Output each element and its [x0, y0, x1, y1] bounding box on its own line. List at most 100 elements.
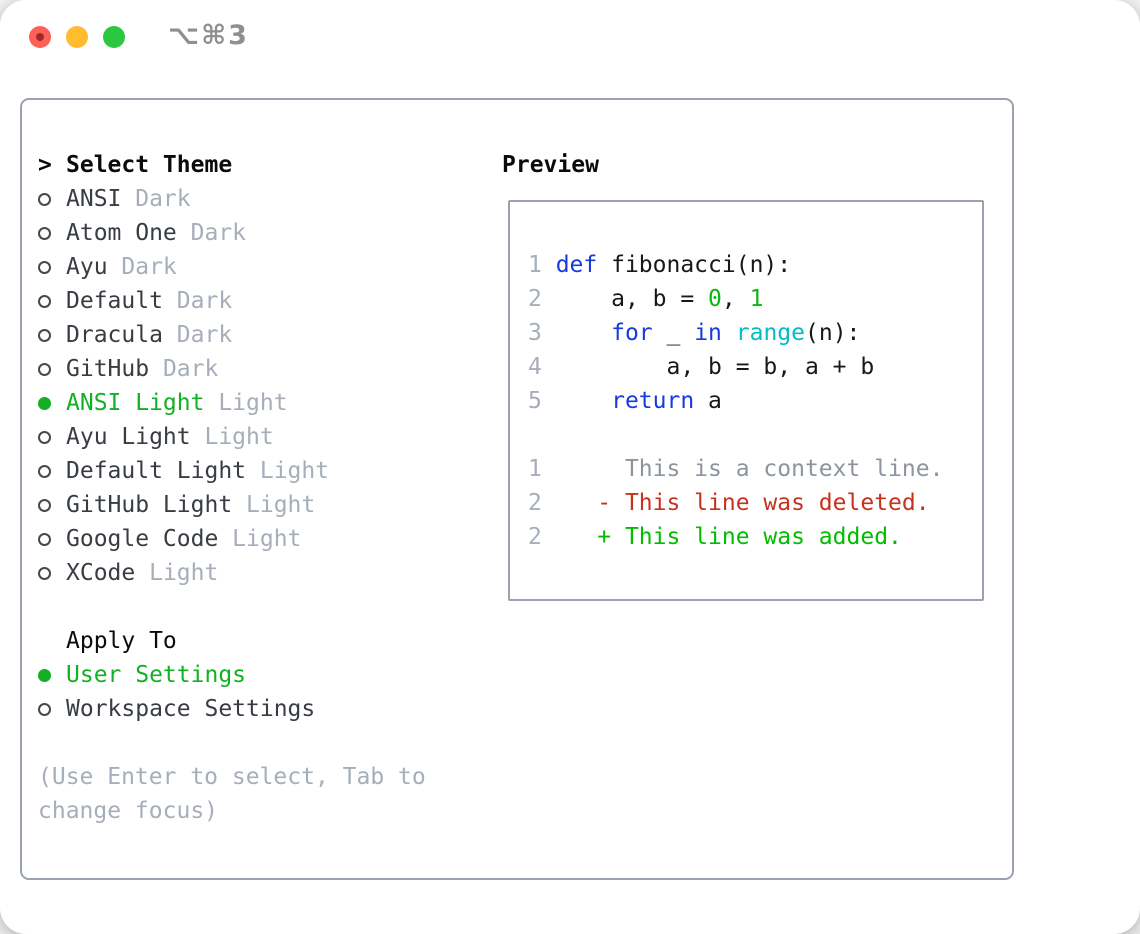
- theme-variant-label: Light: [259, 458, 330, 484]
- theme-item-ansi[interactable]: ANSI Dark: [38, 182, 426, 216]
- theme-item-ansi-light[interactable]: ANSI Light Light: [38, 386, 426, 420]
- theme-item-github-light[interactable]: GitHub Light Light: [38, 488, 426, 522]
- theme-item-ayu-light[interactable]: Ayu Light Light: [38, 420, 426, 454]
- theme-variant-label: Dark: [176, 322, 233, 348]
- theme-item-atom-one[interactable]: Atom One Dark: [38, 216, 426, 250]
- preview-header: Preview: [502, 152, 599, 178]
- title-bar: ⌥⌘3: [0, 0, 1140, 74]
- code-line: 1 This is a context line.: [528, 452, 982, 486]
- left-column: > Select Theme ANSI Dark Atom One Dark Ayu Da…: [38, 148, 426, 828]
- code-token: a, b =: [555, 286, 709, 312]
- circle-glyph: [38, 668, 51, 682]
- help-text-line-1: (Use Enter to select, Tab to: [38, 764, 426, 790]
- code-token: fibonacci(n):: [597, 252, 792, 278]
- option-label: Dracula: [66, 322, 163, 348]
- option-label: Google Code: [66, 526, 219, 552]
- circle-glyph: [38, 498, 51, 512]
- theme-variant-label: Dark: [162, 356, 219, 382]
- option-label: ANSI: [66, 186, 122, 212]
- option-label: GitHub Light: [66, 492, 233, 518]
- radio-icon: [38, 328, 66, 342]
- line-number: 2: [528, 286, 556, 312]
- option-label: User Settings: [66, 662, 247, 688]
- zoom-button[interactable]: [103, 26, 125, 48]
- code-token: range: [735, 320, 805, 346]
- window-title: ⌥⌘3: [168, 20, 249, 51]
- theme-item-default[interactable]: Default Dark: [38, 284, 426, 318]
- radio-icon: [38, 430, 66, 444]
- code-token: This is a context line.: [555, 456, 944, 482]
- spacer-row: [38, 590, 426, 624]
- option-label: GitHub: [66, 356, 150, 382]
- circle-glyph: [38, 192, 51, 206]
- option-label: Ayu: [66, 254, 108, 280]
- theme-variant-label: Dark: [121, 254, 177, 280]
- line-number: 2: [528, 490, 556, 516]
- theme-item-default-light[interactable]: Default Light Light: [38, 454, 426, 488]
- apply-to-title: Apply To: [66, 628, 177, 654]
- theme-variant-label: Dark: [190, 220, 247, 246]
- cursor-icon: >: [38, 152, 52, 178]
- line-number: 3: [528, 320, 556, 346]
- code-token: (n):: [805, 320, 861, 346]
- theme-item-github[interactable]: GitHub Dark: [38, 352, 426, 386]
- option-label: Default Light: [66, 458, 247, 484]
- circle-glyph: [38, 532, 51, 546]
- circle-glyph: [38, 430, 51, 444]
- apply-option-user-settings[interactable]: User Settings: [38, 658, 426, 692]
- apply-option-workspace-settings[interactable]: Workspace Settings: [38, 692, 426, 726]
- help-text-line-2: change focus): [38, 798, 219, 824]
- code-line: 2 + This line was added.: [528, 520, 982, 554]
- theme-variant-label: Dark: [135, 186, 191, 212]
- circle-glyph: [38, 464, 51, 478]
- line-number: 2: [528, 524, 556, 550]
- theme-item-ayu[interactable]: Ayu Dark: [38, 250, 426, 284]
- minimize-button[interactable]: [66, 26, 88, 48]
- circle-glyph: [38, 566, 51, 580]
- radio-icon: [38, 702, 66, 716]
- circle-glyph: [38, 702, 51, 716]
- apply-to-header: Apply To: [38, 624, 426, 658]
- code-token: for: [611, 320, 653, 346]
- line-number: 1: [528, 456, 556, 482]
- theme-item-google-code[interactable]: Google Code Light: [38, 522, 426, 556]
- code-token: [722, 320, 736, 346]
- apply-to-list: User Settings Workspace Settings: [38, 658, 426, 726]
- line-number: 5: [528, 388, 556, 414]
- theme-item-xcode[interactable]: XCode Light: [38, 556, 426, 590]
- radio-icon: [38, 192, 66, 206]
- line-number: 1: [528, 252, 556, 278]
- theme-item-dracula[interactable]: Dracula Dark: [38, 318, 426, 352]
- close-button[interactable]: [29, 26, 51, 48]
- circle-glyph: [38, 294, 51, 308]
- code-token: 1: [749, 286, 764, 312]
- code-line: 5 return a: [528, 384, 982, 418]
- circle-glyph: [38, 328, 51, 342]
- theme-variant-label: Light: [149, 560, 219, 586]
- select-theme-title: Select Theme: [66, 152, 233, 178]
- option-label: ANSI Light: [66, 390, 205, 416]
- code-token: _: [652, 320, 695, 346]
- radio-selected-icon: [38, 396, 66, 410]
- radio-icon: [38, 294, 66, 308]
- code-token: def: [555, 252, 598, 278]
- main-panel: > Select Theme ANSI Dark Atom One Dark Ayu Da…: [20, 98, 1014, 880]
- radio-icon: [38, 464, 66, 478]
- code-token: [556, 320, 611, 346]
- code-line: [528, 418, 982, 452]
- theme-list: ANSI Dark Atom One Dark Ayu Dark Default Dark Dr…: [38, 182, 426, 590]
- cursor-marker: >: [38, 152, 66, 178]
- code-line: 1 def fibonacci(n):: [528, 248, 982, 282]
- code-line: 2 a, b = 0, 1: [528, 282, 982, 316]
- circle-glyph: [38, 260, 51, 274]
- radio-icon: [38, 566, 66, 580]
- option-label: Default: [66, 288, 163, 314]
- theme-variant-label: Light: [218, 390, 288, 416]
- radio-icon: [38, 532, 66, 546]
- code-token: in: [694, 320, 722, 346]
- option-label: XCode: [66, 560, 136, 586]
- code-token: ,: [721, 286, 750, 312]
- code-token: 0: [708, 286, 722, 312]
- theme-variant-label: Dark: [176, 288, 233, 314]
